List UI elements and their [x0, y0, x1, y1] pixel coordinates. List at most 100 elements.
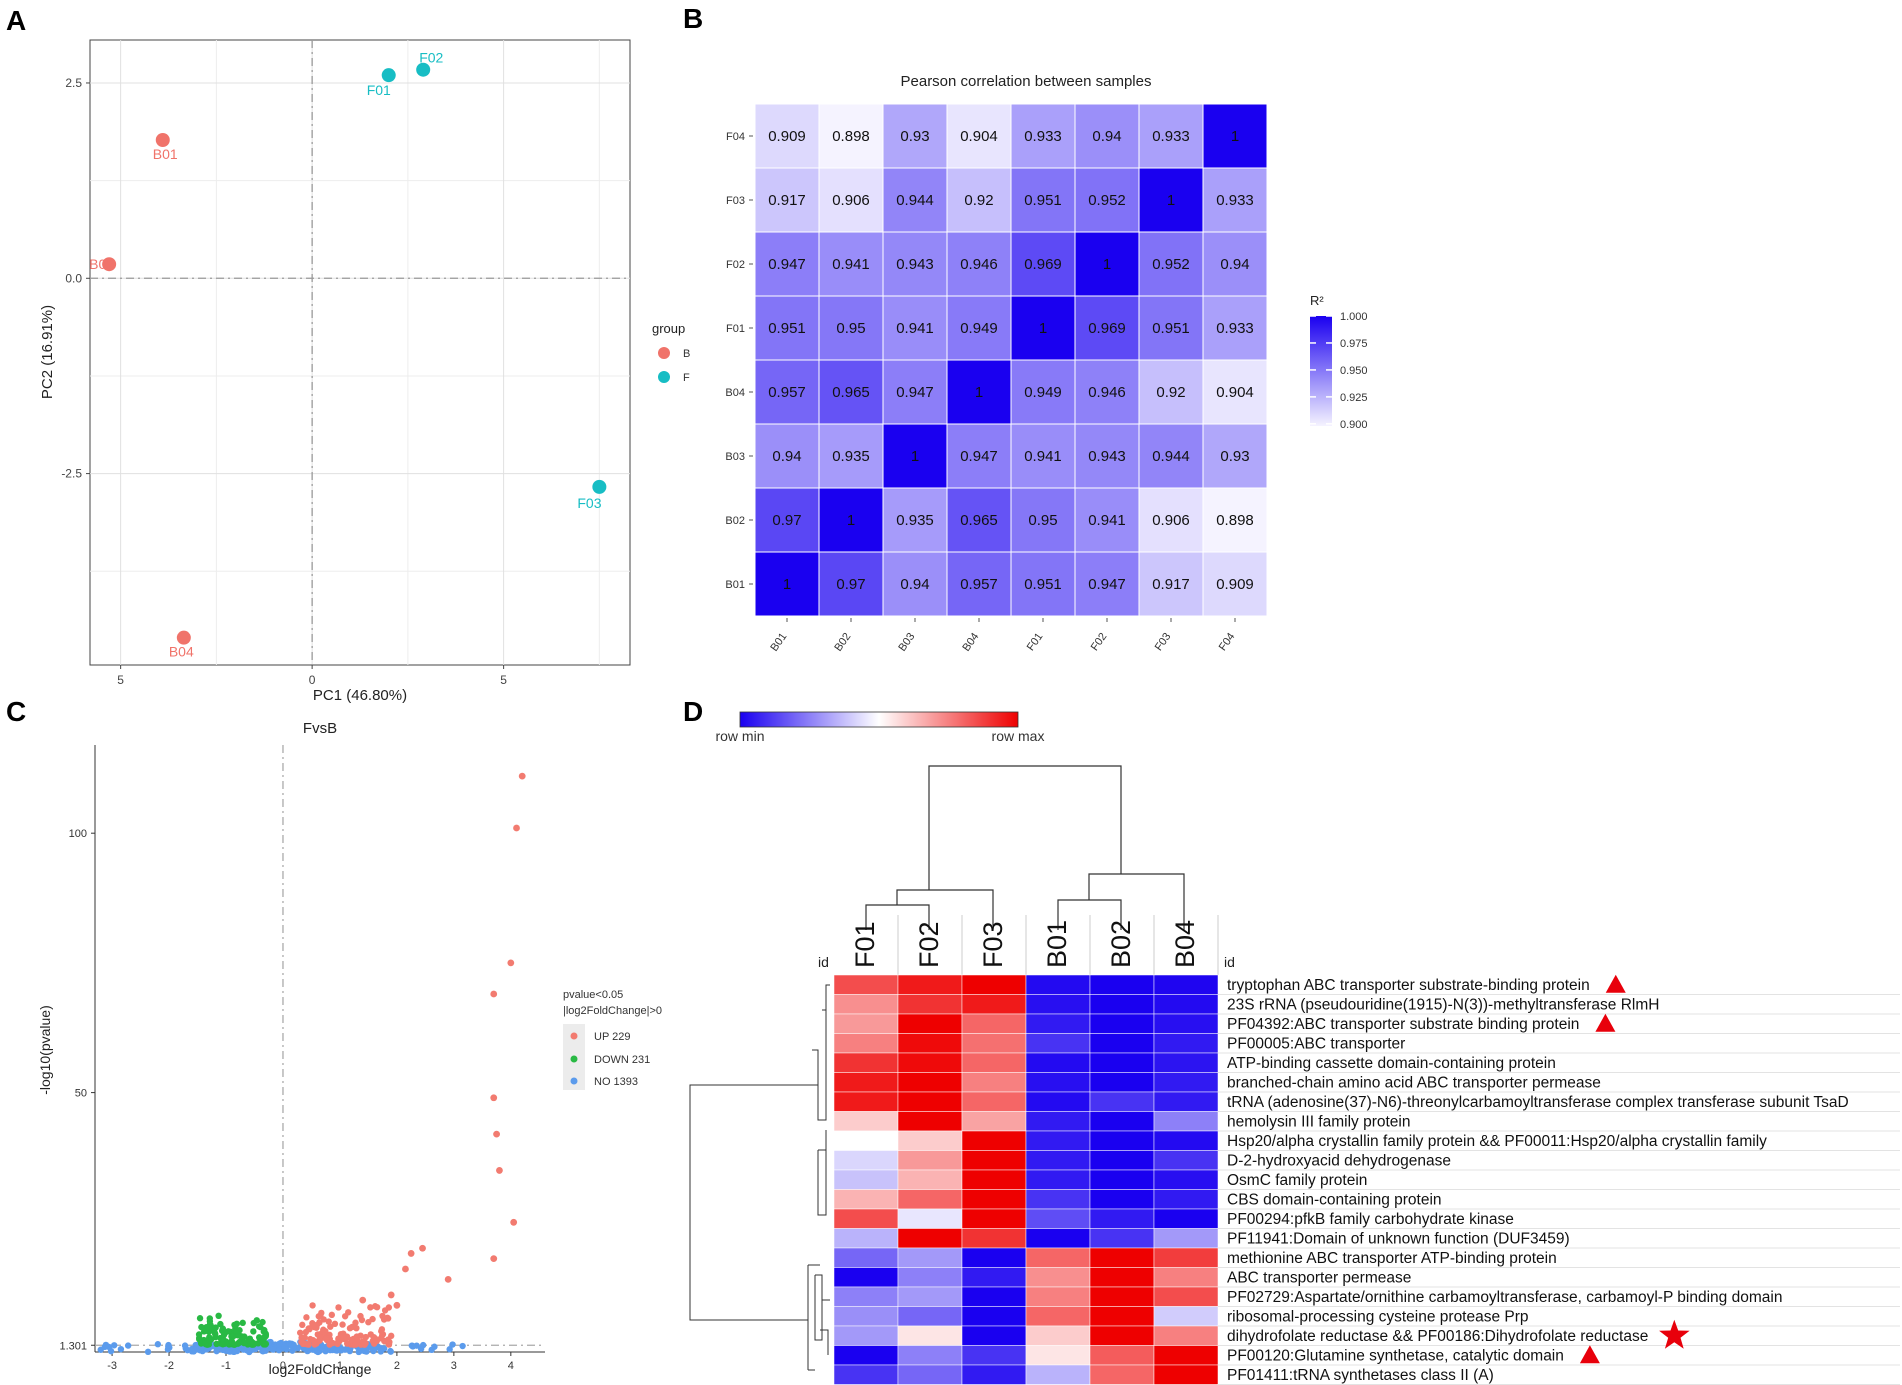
volcano-point-down: [230, 1341, 238, 1348]
corr-cell-value: 0.92: [1156, 384, 1185, 401]
volcano-point-no: [124, 1342, 132, 1349]
heatmap-cell: [961, 1208, 1027, 1229]
heatmap-row-label: ABC transporter permease: [1227, 1270, 1411, 1287]
heatmap-cell: [1089, 1364, 1155, 1385]
heatmap-cell: [897, 1169, 963, 1190]
corr-row-label: F04: [726, 131, 745, 143]
corr-cell: [1202, 167, 1268, 233]
heatmap-row-label: 23S rRNA (pseudouridine(1915)-N(3))-meth…: [1227, 997, 1659, 1014]
corr-cell: [818, 487, 884, 553]
corr-cell-value: 0.941: [1024, 448, 1062, 465]
corr-cell: [946, 423, 1012, 489]
heatmap-cell: [1089, 1052, 1155, 1073]
heatmap-cell: [1025, 1267, 1091, 1288]
pca-y-tick-label: -2.5: [61, 467, 82, 481]
pca-plot-area: [89, 39, 631, 666]
pca-point-label-b01: B01: [153, 146, 178, 162]
volcano-point-no: [246, 1348, 253, 1356]
volcano-point-up: [370, 1333, 377, 1341]
volcano-legend-title-line1: pvalue<0.05: [563, 989, 623, 1001]
heatmap-cell: [897, 1364, 963, 1385]
volcano-point-no: [446, 1346, 453, 1353]
corr-cell-value: 0.952: [1088, 192, 1126, 209]
pca-legend-label-b: B: [683, 348, 690, 360]
heatmap-cell: [897, 1033, 963, 1054]
volcano-point-down: [202, 1340, 209, 1347]
corr-cell-value: 1: [911, 448, 919, 465]
volcano-legend-title-line2: |log2FoldChange|>0: [563, 1005, 662, 1017]
heatmap-cell: [1089, 1091, 1155, 1112]
column-dendrogram: [865, 765, 1185, 930]
heatmap-cell: [961, 1013, 1027, 1034]
volcano-x-tick-label: 4: [508, 1360, 514, 1372]
volcano-point-up: [299, 1321, 306, 1329]
corr-row-label: B03: [725, 451, 745, 463]
heatmap-cell: [897, 1208, 963, 1229]
volcano-point-down: [215, 1312, 222, 1320]
corr-cell-value: 0.947: [1088, 576, 1126, 593]
volcano-point-up: [407, 1250, 415, 1257]
heatmap-cell: [1025, 1150, 1091, 1171]
pca-legend: group B F: [652, 321, 690, 384]
heatmap-cell: [1153, 1091, 1219, 1112]
correlation-heatmap: Pearson correlation between samples 0.90…: [725, 73, 1367, 654]
heatmap-cell: [1025, 1052, 1091, 1073]
volcano-point-no: [377, 1348, 385, 1355]
pca-ticks: 5 0 5 2.5 0.0 -2.5: [61, 76, 507, 687]
volcano-x-tick-label: 3: [451, 1360, 457, 1372]
heatmap-cell: [897, 1325, 963, 1346]
heatmap-cell: [1153, 1345, 1219, 1366]
volcano-x-tick-label: 2: [394, 1360, 400, 1372]
corr-cell: [1202, 231, 1268, 297]
heatmap-column-header: id: [818, 954, 829, 970]
volcano-point-up: [359, 1338, 367, 1345]
corr-cell: [946, 103, 1012, 169]
corr-cell: [1074, 551, 1140, 617]
corr-cell: [1074, 423, 1140, 489]
pca-point-label-f02: F02: [419, 50, 443, 66]
heatmap-cell: [1025, 1228, 1091, 1249]
corr-cell-value: 0.933: [1024, 128, 1062, 145]
volcano-point-up: [353, 1324, 360, 1332]
volcano-point-up: [358, 1316, 366, 1324]
volcano-point-up: [328, 1311, 336, 1319]
volcano-point-down: [239, 1319, 246, 1327]
corr-cell: [1202, 487, 1268, 553]
heatmap-cell: [897, 974, 963, 995]
volcano-point-down: [255, 1323, 263, 1330]
heatmap-cell: [897, 1052, 963, 1073]
corr-cell: [1202, 295, 1268, 361]
heatmap-cell: [1153, 1013, 1219, 1034]
heatmap-cell: [1025, 1325, 1091, 1346]
colorbar-title: R²: [1310, 293, 1324, 308]
corr-cell-value: 0.941: [896, 320, 934, 337]
volcano-point-up: [318, 1309, 325, 1317]
corr-cell: [1010, 359, 1076, 425]
volcano-point-up: [335, 1304, 342, 1311]
heatmap-cell: [1089, 1111, 1155, 1132]
corr-cell: [882, 103, 948, 169]
heatmap-cell: [1089, 1169, 1155, 1190]
volcano-point-up: [348, 1336, 355, 1344]
heatmap-cell: [897, 1345, 963, 1366]
heatmap-cell: [1089, 1286, 1155, 1307]
heatmap-cell: [833, 1325, 899, 1346]
heatmap-cell: [1153, 1325, 1219, 1346]
pca-point-b02: [102, 257, 117, 272]
corr-cell: [818, 167, 884, 233]
volcano-point-up: [378, 1326, 386, 1333]
corr-cell-value: 0.92: [964, 192, 993, 209]
heatmap-markers: [1579, 974, 1690, 1364]
pca-x-tick-label: 5: [117, 673, 124, 687]
volcano-point-up: [385, 1304, 393, 1311]
volcano-point-down: [225, 1328, 232, 1335]
corr-cell-value: 0.951: [1024, 192, 1062, 209]
corr-cell-value: 0.909: [768, 128, 806, 145]
volcano-point-up: [303, 1314, 310, 1321]
pca-legend-swatch-f: [658, 371, 670, 383]
heatmap-cell: [1089, 1130, 1155, 1151]
heatmap-row-label: dihydrofolate reductase && PF00186:Dihyd…: [1227, 1328, 1648, 1345]
corr-cell-value: 0.969: [1024, 256, 1062, 273]
volcano-point-down: [241, 1333, 248, 1340]
volcano-point-up: [490, 1094, 498, 1102]
